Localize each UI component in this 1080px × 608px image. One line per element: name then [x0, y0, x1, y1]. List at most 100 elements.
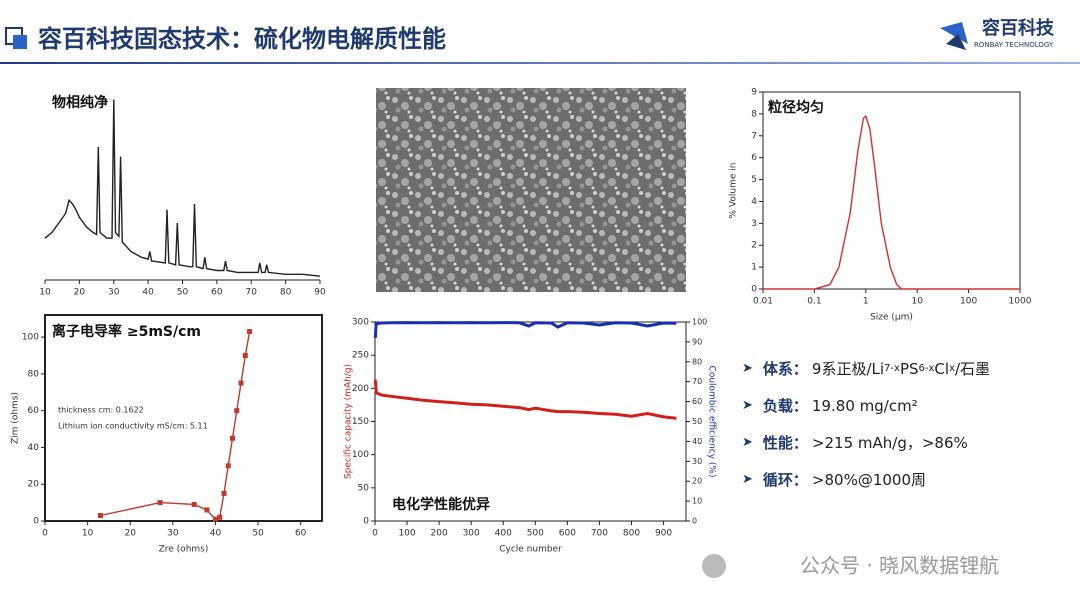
- bullet: ➤ 体系： 9系正极/Li 7-x PS 6-x Cl x/石墨: [742, 359, 991, 379]
- x-tick-label: 400: [495, 529, 512, 539]
- y-tick-label: 300: [352, 318, 369, 328]
- data-point: [238, 380, 244, 386]
- x-axis-label: Size (μm): [870, 313, 913, 323]
- panel-title: 粒径均匀: [768, 99, 824, 116]
- bullet-label: 循环：: [762, 471, 808, 489]
- data-line: [763, 114, 1020, 290]
- logo-mark: [946, 34, 966, 50]
- bullet-text: Cl: [934, 359, 950, 378]
- y2-tick-label: 0: [692, 517, 697, 526]
- x-tick-label: 300: [463, 529, 480, 539]
- y2-tick-label: 10: [692, 497, 702, 506]
- data-point: [234, 408, 240, 414]
- y-tick-label: 6: [751, 153, 757, 163]
- annotation: Lithium ion conductivity mS/cm: 5.11: [58, 422, 208, 431]
- x-tick-label: 40: [142, 288, 154, 298]
- y2-tick-label: 60: [692, 397, 702, 406]
- data-point: [221, 490, 227, 496]
- plot-frame: [374, 321, 687, 522]
- x-tick-label: 100: [960, 297, 977, 307]
- title-icon: [13, 35, 27, 49]
- y-tick-label: 100: [22, 333, 39, 343]
- y2-tick-label: 90: [692, 337, 702, 346]
- data-line: [373, 379, 677, 420]
- x-tick-label: 80: [280, 288, 292, 298]
- x-tick-label: 10: [82, 529, 94, 539]
- data-point: [217, 514, 223, 520]
- bullet-list: ➤ 体系： 9系正极/Li 7-x PS 6-x Cl x/石墨 ➤ 负载： 19.80 mg/c…: [742, 350, 990, 498]
- y-tick-label: 5: [751, 175, 757, 185]
- y-tick-label: 200: [352, 384, 369, 394]
- x-tick-label: 500: [527, 529, 544, 539]
- y2-tick-label: 40: [692, 437, 702, 446]
- watermark: 公众号 · 晓风数据锂航: [800, 554, 999, 578]
- y-tick-label: 4: [751, 197, 757, 207]
- bullet-text: x: [949, 363, 955, 374]
- data-point: [247, 329, 253, 335]
- y-tick-label: 250: [352, 351, 369, 361]
- plot-frame: [762, 91, 1021, 290]
- x-tick-label: 600: [559, 529, 576, 539]
- annotation: thickness cm: 0.1622: [58, 406, 144, 415]
- bullet-text: >80%@1000周: [811, 471, 927, 489]
- bullet: ➤ 循环： >80%@1000周: [742, 471, 927, 489]
- panel-title: 物相纯净: [52, 94, 108, 111]
- y2-tick-label: 50: [692, 417, 702, 426]
- x-tick-label: 30: [167, 529, 179, 539]
- y-axis-label: % Volume in: [729, 163, 739, 219]
- x-tick-label: 700: [591, 529, 608, 539]
- y2-tick-label: 80: [692, 357, 702, 366]
- y-tick-label: 0: [363, 517, 369, 527]
- x-tick-label: 30: [108, 288, 120, 298]
- data-point: [157, 500, 163, 506]
- y-tick-label: 100: [352, 450, 369, 460]
- y-tick-label: 80: [28, 369, 40, 379]
- sem-image: [376, 88, 686, 292]
- x-tick-label: 0.01: [753, 297, 773, 307]
- x-axis-label: Cycle number: [499, 545, 562, 555]
- y-tick-label: 3: [751, 219, 757, 229]
- y2-tick-label: 70: [692, 377, 702, 386]
- y-tick-label: 40: [28, 443, 40, 453]
- data-line: [373, 321, 677, 338]
- x-tick-label: 40: [210, 529, 222, 539]
- y-tick-label: 50: [358, 483, 370, 493]
- data-point: [230, 435, 236, 441]
- y-tick-label: 2: [751, 241, 757, 251]
- bullet-label: 性能：: [762, 434, 808, 452]
- x-tick-label: 20: [125, 529, 137, 539]
- y2-tick-label: 20: [692, 477, 702, 486]
- x-tick-label: 0.1: [807, 297, 821, 307]
- x-tick-label: 50: [177, 288, 189, 298]
- x-tick-label: 800: [623, 529, 640, 539]
- data-point: [212, 516, 218, 522]
- slide-title: 容百科技固态技术：硫化物电解质性能: [38, 25, 446, 53]
- data-point: [191, 501, 197, 507]
- y2-axis-label: Coulombic efficiency (%): [707, 366, 717, 478]
- data-point: [225, 463, 231, 469]
- x-tick-label: 0: [372, 529, 378, 539]
- y-axis-label: Specific capacity (mAh/g): [344, 364, 354, 479]
- x-tick-label: 0: [42, 529, 48, 539]
- x-tick-label: 10: [39, 288, 51, 298]
- bullet-text: 6-x: [918, 363, 935, 374]
- x-tick-label: 100: [398, 529, 415, 539]
- bullet-label: 负载：: [762, 397, 808, 415]
- y-tick-label: 8: [751, 109, 757, 119]
- y-tick-label: 0: [751, 285, 757, 295]
- bullet-text: PS: [899, 359, 919, 378]
- x-tick-label: 60: [211, 288, 223, 298]
- y-tick-label: 1: [751, 263, 757, 273]
- x-tick-label: 10: [911, 297, 923, 307]
- x-tick-label: 1000: [1009, 297, 1032, 307]
- x-tick-label: 70: [246, 288, 258, 298]
- bullet-text: 7-x: [884, 363, 900, 374]
- panel-title: 离子电导率 ≥5mS/cm: [52, 323, 201, 340]
- bullet-text: 19.80 mg/cm²: [811, 396, 918, 415]
- bullet-text: >215 mAh/g，>86%: [811, 434, 968, 452]
- x-tick-label: 60: [295, 529, 307, 539]
- data-point: [97, 512, 103, 518]
- bullet-label: 体系：: [762, 360, 808, 378]
- y-tick-label: 7: [751, 131, 757, 141]
